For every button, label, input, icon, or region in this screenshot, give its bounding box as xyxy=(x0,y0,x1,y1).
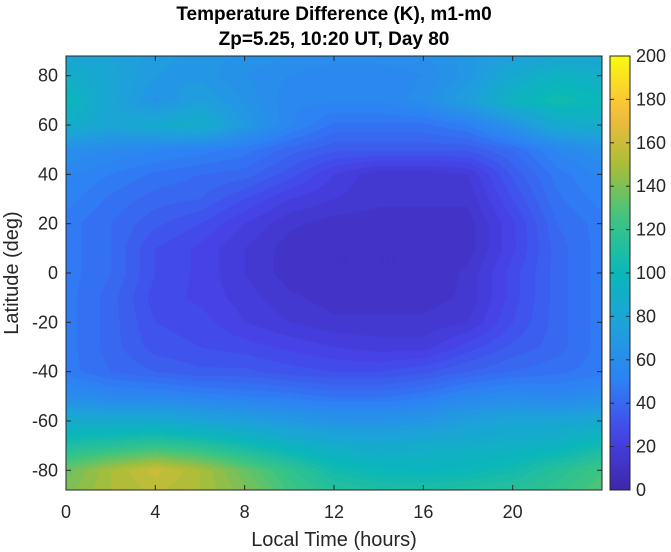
chart-subtitle: Zp=5.25, 10:20 UT, Day 80 xyxy=(219,29,450,50)
y-tick-label: 40 xyxy=(38,164,58,184)
colorbar-tick-label: 200 xyxy=(636,46,666,66)
colorbar-tick-label: 100 xyxy=(636,263,666,283)
x-tick-label: 20 xyxy=(503,502,523,522)
x-tick-label: 0 xyxy=(61,502,71,522)
colorbar-tick-label: 40 xyxy=(636,393,656,413)
colorbar-tick-label: 120 xyxy=(636,220,666,240)
x-axis: 0 4 8 12 16 20 xyxy=(61,56,523,522)
colorbar-tick-label: 160 xyxy=(636,133,666,153)
y-tick-label: -60 xyxy=(32,411,58,431)
x-tick-label: 12 xyxy=(324,502,344,522)
colorbar-tick-label: 60 xyxy=(636,350,656,370)
colorbar: 0 20 40 60 80 100 120 140 160 180 200 xyxy=(609,46,666,500)
colorbar-ticks: 0 20 40 60 80 100 120 140 160 180 200 xyxy=(610,46,666,500)
x-tick-label: 4 xyxy=(150,502,160,522)
y-tick-label: 0 xyxy=(48,263,58,283)
colorbar-tick-label: 80 xyxy=(636,306,656,326)
y-tick-label: -20 xyxy=(32,312,58,332)
colorbar-gradient xyxy=(610,56,630,490)
x-tick-label: 16 xyxy=(413,502,433,522)
y-tick-label: 80 xyxy=(38,66,58,86)
colorbar-tick-label: 180 xyxy=(636,89,666,109)
y-tick-label: -40 xyxy=(32,362,58,382)
heatmap-area xyxy=(66,56,602,490)
colorbar-tick-label: 140 xyxy=(636,176,666,196)
y-tick-label: 60 xyxy=(38,115,58,135)
y-axis-label: Latitude (deg) xyxy=(1,211,23,334)
x-axis-label: Local Time (hours) xyxy=(251,529,417,551)
colorbar-tick-label: 20 xyxy=(636,437,656,457)
chart-title: Temperature Difference (K), m1-m0 xyxy=(176,4,491,25)
heatmap-image xyxy=(66,56,602,490)
y-tick-label: -80 xyxy=(32,460,58,480)
colorbar-tick-label: 0 xyxy=(636,480,646,500)
y-axis: -80 -60 -40 -20 0 20 40 60 80 xyxy=(32,66,602,480)
x-tick-label: 8 xyxy=(240,502,250,522)
y-tick-label: 20 xyxy=(38,214,58,234)
